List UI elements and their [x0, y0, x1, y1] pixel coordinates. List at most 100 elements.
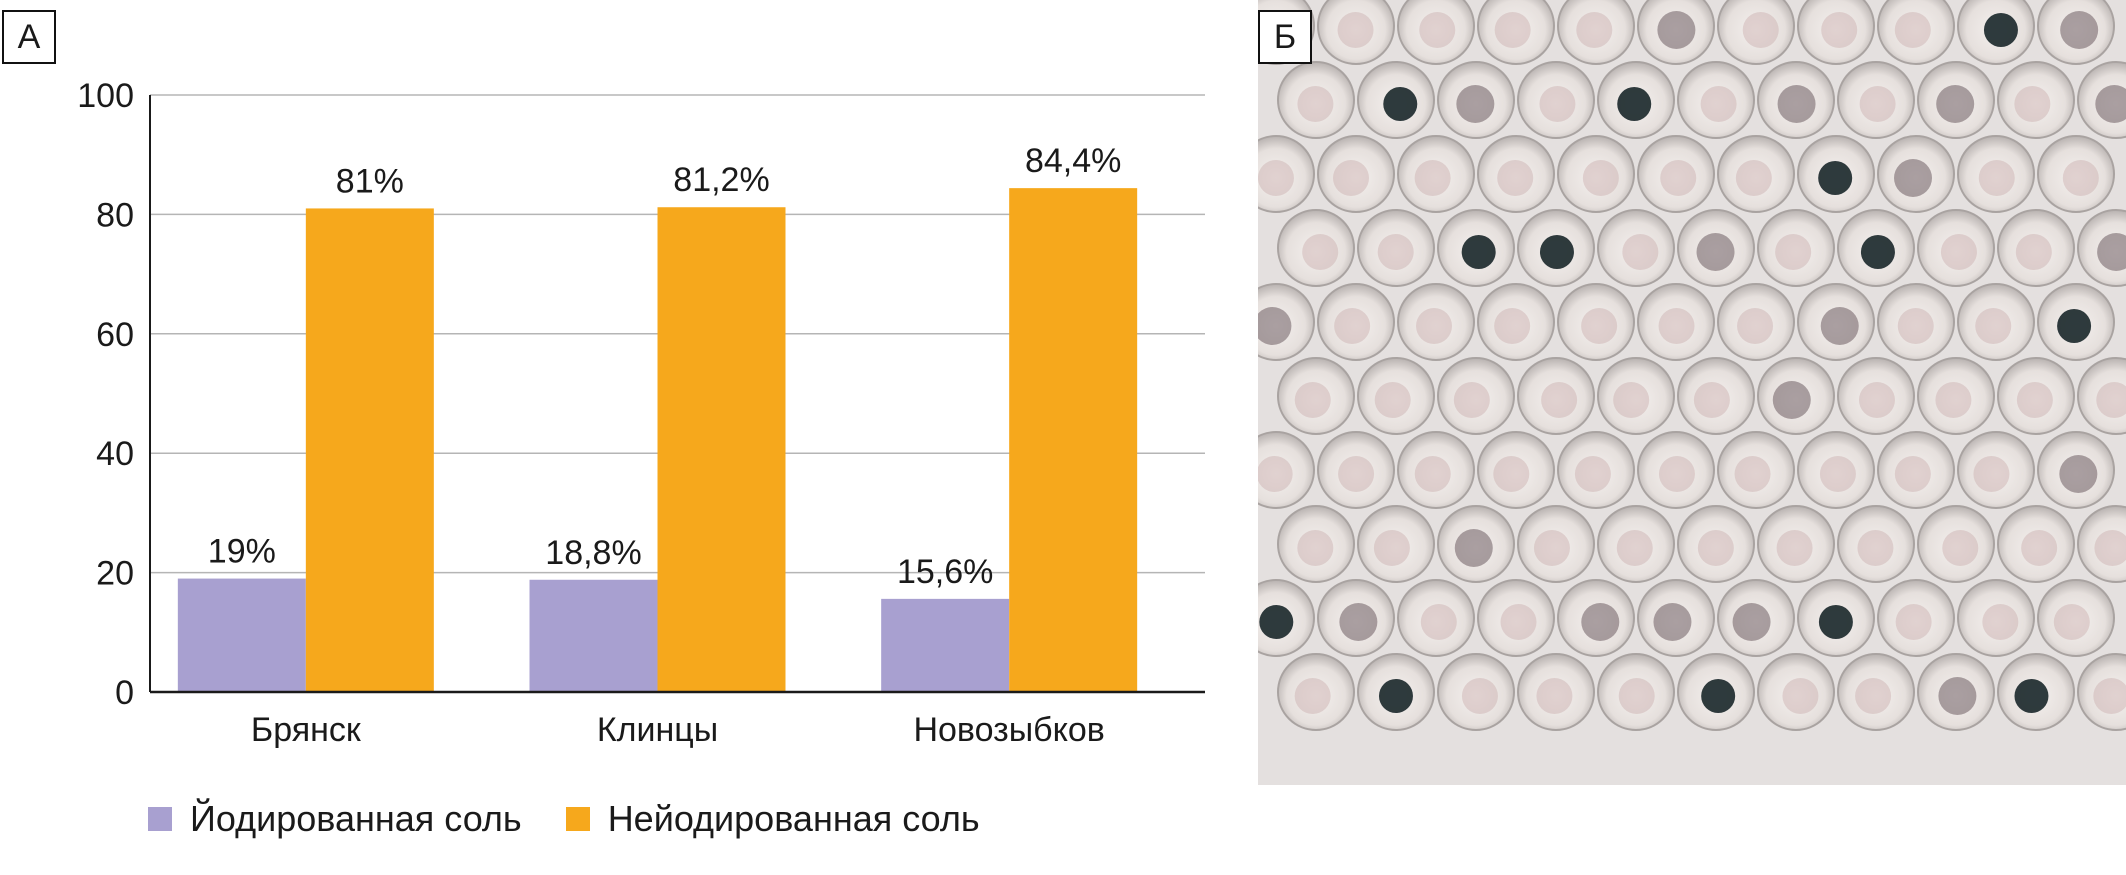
sample-spot: [1894, 456, 1931, 492]
plate-well: [1477, 431, 1555, 509]
plate-well: [1917, 209, 1995, 287]
plate-well: [1397, 431, 1475, 509]
sample-spot: [1294, 382, 1331, 418]
plate-well: [1277, 505, 1355, 583]
plate-well: [1597, 209, 1675, 287]
sample-spot: [1777, 85, 1816, 123]
plate-well: [1757, 209, 1835, 287]
plate-well: [1597, 653, 1675, 731]
legend-item-iodized: Йодированная соль: [148, 798, 522, 840]
sample-spot: [2060, 11, 2099, 49]
sample-spot: [2094, 530, 2126, 566]
plate-well: [1397, 283, 1475, 361]
sample-spot: [1653, 603, 1692, 641]
sample-spot: [1257, 160, 1294, 196]
plate-well: [1477, 135, 1555, 213]
sample-spot: [1938, 677, 1977, 715]
plate-well: [1517, 653, 1595, 731]
sample-spot: [2016, 382, 2053, 418]
sample-spot: [1494, 308, 1531, 344]
sample-spot: [1895, 604, 1932, 640]
sample-spot: [1259, 605, 1294, 639]
bar-iodized: [529, 579, 658, 692]
sample-spot: [1536, 678, 1573, 714]
plate-well: [2077, 653, 2126, 731]
sample-spot: [1453, 382, 1490, 418]
plate-well: [1877, 579, 1955, 657]
plate-well: [1877, 0, 1955, 65]
sample-spot: [1576, 12, 1613, 48]
sample-spot: [1855, 678, 1892, 714]
sample-spot: [2014, 679, 2049, 713]
plate-well: [1837, 505, 1915, 583]
sample-spot: [1339, 603, 1378, 641]
sample-spot: [1574, 456, 1611, 492]
sample-spot: [1461, 235, 1496, 269]
sample-spot: [1420, 604, 1457, 640]
plate-well: [1517, 505, 1595, 583]
data-labels: 19% 81% 18,8% 81,2% 15,6% 84,4%: [208, 142, 1122, 591]
sample-spot: [2097, 233, 2126, 271]
sample-spot: [1302, 234, 1339, 270]
legend: Йодированная соль Нейодированная соль: [148, 798, 1024, 840]
bar-iodized: [881, 598, 1010, 692]
sample-spot: [1818, 161, 1853, 195]
plate-well: [1517, 61, 1595, 139]
sample-spot: [1334, 308, 1371, 344]
sample-spot: [1782, 678, 1819, 714]
sample-spot: [1657, 11, 1696, 49]
plate-well: [1277, 357, 1355, 435]
x-category-label: Клинцы: [597, 711, 718, 749]
sample-spot: [1613, 382, 1650, 418]
plate-well: [1837, 357, 1915, 435]
sample-spot: [1294, 678, 1331, 714]
data-label: 19%: [208, 533, 276, 571]
plate-well: [1837, 61, 1915, 139]
plate-well: [1557, 0, 1635, 65]
plate-well: [2037, 135, 2115, 213]
y-tick-label: 0: [115, 674, 134, 712]
sample-spot: [1454, 529, 1493, 567]
sample-spot: [1859, 86, 1896, 122]
sample-spot: [1414, 160, 1451, 196]
sample-spot: [1333, 160, 1370, 196]
plate-well: [1557, 135, 1635, 213]
sample-spot: [1737, 308, 1774, 344]
plate-well: [1597, 505, 1675, 583]
legend-swatch-non-iodized: [565, 807, 590, 831]
y-tick-label: 40: [96, 435, 134, 473]
plate-well: [2077, 357, 2126, 435]
sample-spot: [1494, 12, 1531, 48]
sample-spot: [1734, 456, 1771, 492]
sample-spot: [1735, 160, 1772, 196]
sample-spot: [1617, 87, 1652, 121]
plate-well: [1317, 135, 1395, 213]
sample-spot: [1337, 12, 1374, 48]
panel-label-a: А: [2, 10, 56, 64]
plate-well: [1317, 283, 1395, 361]
plate-well: [1357, 505, 1435, 583]
bar-iodized: [177, 578, 306, 692]
sample-spot: [1616, 530, 1653, 566]
sample-spot: [2053, 604, 2090, 640]
panel-label-b: Б: [1258, 10, 1312, 64]
plate-well: [1837, 653, 1915, 731]
plate-well: [1357, 357, 1435, 435]
plate-well: [1357, 209, 1435, 287]
plate-well: [1477, 283, 1555, 361]
sample-plate-image: [1237, 0, 2126, 785]
x-category-label: Брянск: [251, 711, 362, 749]
sample-spot: [1582, 160, 1619, 196]
plate-well: [1957, 579, 2035, 657]
sample-spot: [1497, 160, 1534, 196]
sample-spot: [1775, 234, 1812, 270]
plate-well: [1797, 0, 1875, 65]
sample-spot: [1416, 308, 1453, 344]
sample-spot: [1696, 233, 1735, 271]
sample-spot: [1772, 381, 1811, 419]
sample-spot: [1821, 12, 1858, 48]
sample-spot: [1622, 234, 1659, 270]
sample-spot: [1742, 12, 1779, 48]
sample-spot: [1618, 678, 1655, 714]
